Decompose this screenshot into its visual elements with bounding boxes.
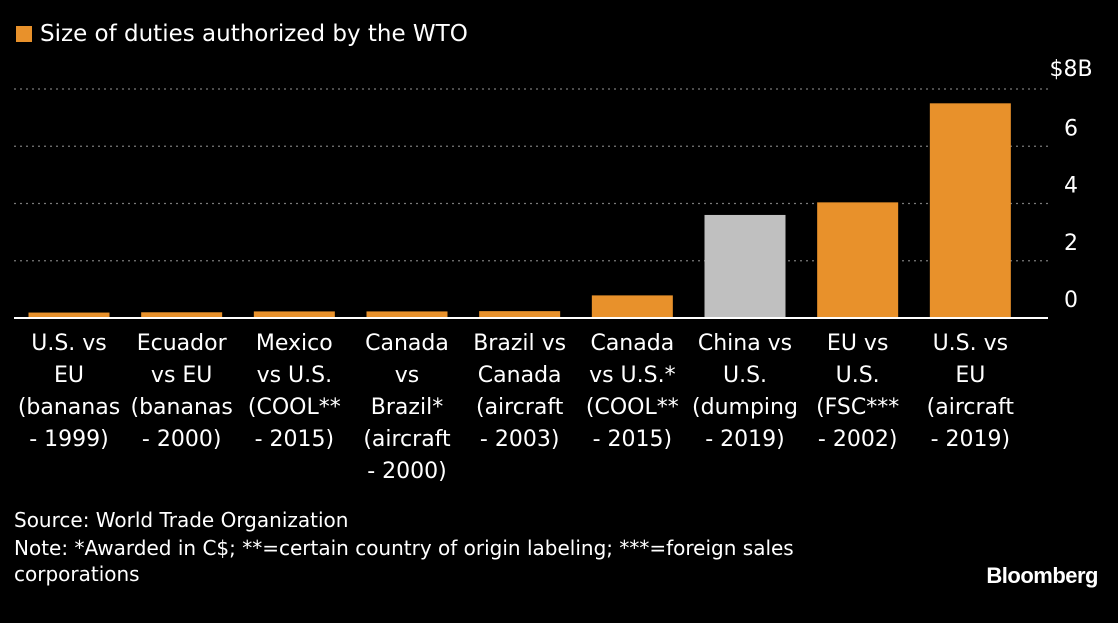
bar (929, 103, 1011, 318)
x-tick-label: Canada (478, 363, 562, 388)
x-tick-label: - 2019) (705, 427, 785, 452)
bar (28, 312, 110, 318)
bar (141, 312, 223, 318)
x-tick-label: (aircraft (476, 395, 564, 420)
x-tick-label: Mexico (256, 331, 333, 356)
y-tick-label: 4 (1064, 174, 1078, 199)
footnote-line-1: Note: *Awarded in C$; **=certain country… (14, 536, 794, 560)
x-tick-label: (COOL** (586, 395, 679, 420)
y-tick-label: 6 (1064, 116, 1078, 141)
x-tick-label: - 2002) (818, 427, 898, 452)
x-tick-label: - 2003) (480, 427, 560, 452)
y-tick-label: 2 (1064, 231, 1078, 256)
x-tick-label: Brazil* (371, 395, 443, 420)
x-tick-label: Canada (590, 331, 674, 356)
x-tick-label: EU (54, 363, 84, 388)
y-tick-label: 0 (1064, 288, 1078, 313)
x-tick-label: vs EU (151, 363, 212, 388)
x-tick-label: - 2015) (255, 427, 335, 452)
bar (591, 295, 673, 318)
x-tick-label: China vs (698, 331, 792, 356)
x-tick-label: U.S. vs (933, 331, 1009, 356)
x-tick-label: (bananas (130, 395, 232, 420)
x-tick-label: U.S. (836, 363, 880, 388)
bar (366, 311, 448, 318)
legend-label: Size of duties authorized by the WTO (40, 21, 468, 47)
x-tick-label: (bananas (18, 395, 120, 420)
x-tick-label: - 2019) (931, 427, 1011, 452)
bar (479, 311, 561, 318)
x-tick-label: (FSC*** (816, 395, 899, 420)
footnote-line-2: corporations (14, 562, 140, 586)
x-tick-label: Canada (365, 331, 449, 356)
x-tick-label: vs U.S. (257, 363, 333, 388)
bar-chart: 0 2 4 6 $8B U.S. vs EU (bananas - 1999) Ecuador vs… (14, 57, 1093, 484)
x-tick-label: (aircraft (927, 395, 1015, 420)
x-tick-label: - 2015) (593, 427, 673, 452)
x-tick-label: - 1999) (29, 427, 109, 452)
x-tick-label: U.S. vs (31, 331, 107, 356)
x-tick-label: EU vs (827, 331, 888, 356)
y-tick-label: $8B (1049, 57, 1092, 82)
bloomberg-logo: Bloomberg (986, 563, 1098, 588)
legend-swatch (16, 26, 32, 42)
x-tick-label: (aircraft (363, 427, 451, 452)
x-tick-label: - 2000) (142, 427, 222, 452)
bar (817, 202, 899, 318)
x-tick-label: vs (395, 363, 419, 388)
x-tick-label: - 2000) (367, 459, 447, 484)
bar (704, 214, 786, 318)
x-tick-label: (dumping (692, 395, 798, 420)
x-tick-label: U.S. (723, 363, 767, 388)
x-tick-label: Brazil vs (473, 331, 566, 356)
x-tick-label: vs U.S.* (589, 363, 676, 388)
source-note: Source: World Trade Organization (14, 508, 349, 532)
legend: Size of duties authorized by the WTO (16, 18, 468, 50)
x-tick-label: EU (955, 363, 985, 388)
x-tick-label: (COOL** (248, 395, 341, 420)
bar (253, 311, 335, 318)
x-tick-label: Ecuador (137, 331, 228, 356)
